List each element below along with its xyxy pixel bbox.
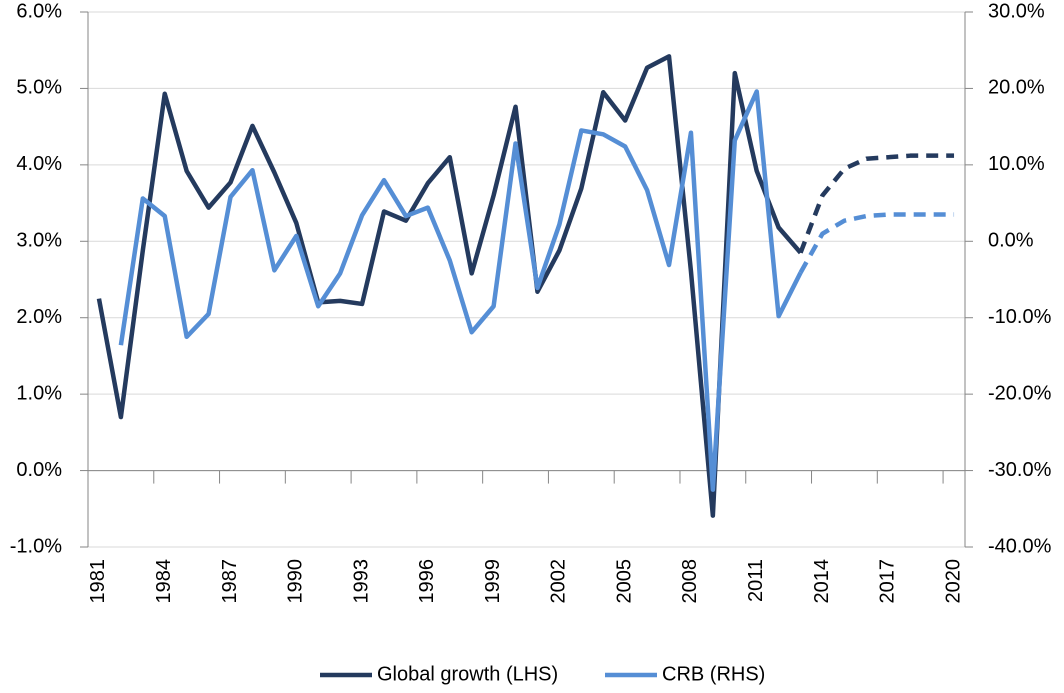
series-line xyxy=(798,212,955,274)
x-tick-label: 1996 xyxy=(416,559,438,604)
x-tick-label: 1981 xyxy=(87,559,109,604)
y-tick-label: 3.0% xyxy=(16,230,62,252)
x-tick-label: 1990 xyxy=(285,559,307,604)
x-tick-label: 2005 xyxy=(613,559,635,604)
y2-tick-label: -20.0% xyxy=(988,382,1052,404)
y-tick-label: 4.0% xyxy=(16,153,62,175)
y-tick-label: -1.0% xyxy=(10,535,62,557)
y2-tick-label: 30.0% xyxy=(988,0,1045,22)
x-tick-label: 2014 xyxy=(811,559,833,604)
y-tick-label: 6.0% xyxy=(16,0,62,22)
x-tick-label: 1993 xyxy=(350,559,372,604)
x-tick-label: 2008 xyxy=(679,559,701,604)
x-tick-label: 1984 xyxy=(153,559,175,604)
series-line xyxy=(798,153,955,254)
y-tick-label: 2.0% xyxy=(16,306,62,328)
y2-tick-label: 20.0% xyxy=(988,77,1045,99)
y-tick-label: 1.0% xyxy=(16,382,62,404)
legend-label: CRB (RHS) xyxy=(662,663,765,685)
y2-tick-label: -10.0% xyxy=(988,306,1052,328)
series-line xyxy=(96,54,803,518)
x-tick-label: 2017 xyxy=(877,559,899,604)
y2-tick-label: 10.0% xyxy=(988,153,1045,175)
x-tick-label: 1999 xyxy=(482,559,504,604)
series-line xyxy=(118,89,803,492)
x-tick-label: 2020 xyxy=(942,559,964,604)
y2-tick-label: 0.0% xyxy=(988,230,1034,252)
y-tick-label: 5.0% xyxy=(16,77,62,99)
y2-tick-label: -30.0% xyxy=(988,459,1052,481)
legend-label: Global growth (LHS) xyxy=(377,663,558,685)
x-tick-label: 2011 xyxy=(745,559,767,602)
y2-tick-label: -40.0% xyxy=(988,535,1052,557)
x-tick-label: 2002 xyxy=(548,559,570,604)
y-tick-label: 0.0% xyxy=(16,459,62,481)
x-tick-label: 1987 xyxy=(219,559,241,604)
